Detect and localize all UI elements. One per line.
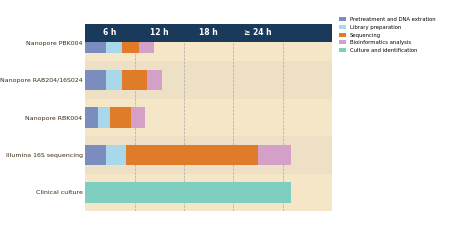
Bar	[139, 32, 154, 53]
Bar	[130, 107, 146, 128]
Bar	[85, 61, 332, 99]
Bar	[127, 145, 262, 165]
Bar	[85, 70, 111, 90]
Bar	[98, 107, 116, 128]
Bar	[147, 70, 162, 90]
Bar	[85, 24, 332, 42]
Text: 6 h: 6 h	[103, 29, 117, 37]
Bar	[85, 32, 111, 53]
Bar	[85, 24, 332, 61]
Bar	[110, 107, 136, 128]
Bar	[85, 182, 291, 203]
Text: ≥ 24 h: ≥ 24 h	[244, 29, 272, 37]
Bar	[122, 32, 145, 53]
Bar	[85, 107, 104, 128]
Text: Methods: Methods	[42, 29, 80, 37]
Legend: Pretreatment and DNA extration, Library preparation, Sequencing, Bioinformatics : Pretreatment and DNA extration, Library …	[339, 17, 436, 53]
Bar	[85, 136, 332, 174]
Bar	[85, 145, 111, 165]
Text: 12 h: 12 h	[150, 29, 169, 37]
Bar	[85, 174, 332, 211]
Bar	[106, 70, 128, 90]
Text: 18 h: 18 h	[199, 29, 218, 37]
Bar	[258, 145, 292, 165]
Bar	[106, 145, 128, 165]
Bar	[85, 99, 332, 136]
Bar	[106, 32, 128, 53]
Bar	[122, 70, 152, 90]
